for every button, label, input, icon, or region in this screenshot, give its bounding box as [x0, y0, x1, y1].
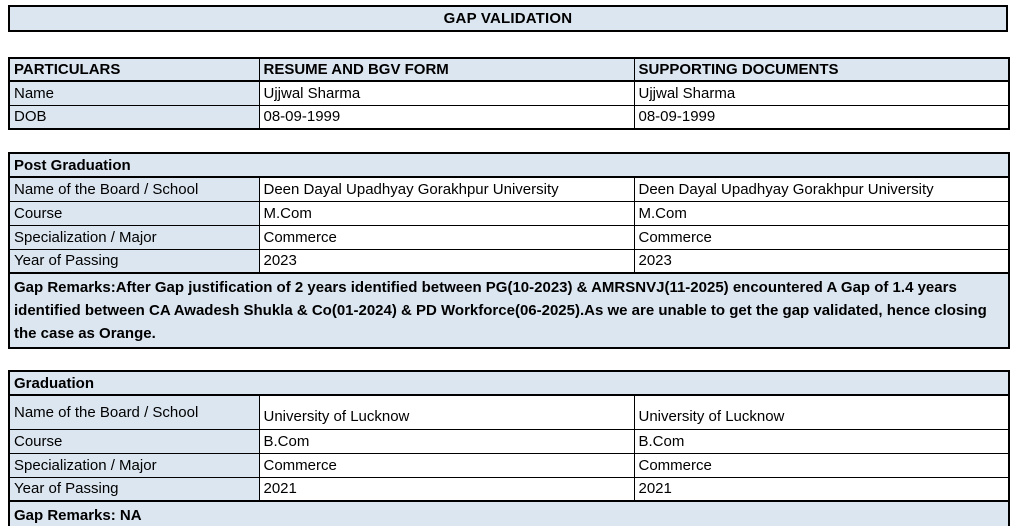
row-label: Name — [8, 80, 260, 106]
resume-value: University of Lucknow — [258, 394, 635, 430]
column-header-resume-bgv: RESUME AND BGV FORM — [258, 57, 635, 82]
table-row-year-of-passing: Year of Passing 2023 2023 — [8, 248, 1010, 274]
supporting-value: Deen Dayal Upadhyay Gorakhpur University — [633, 176, 1010, 202]
resume-value: 08-09-1999 — [258, 104, 635, 130]
table-row-specialization: Specialization / Major Commerce Commerce — [8, 452, 1010, 478]
supporting-value: B.Com — [633, 428, 1010, 454]
resume-value: 2021 — [258, 476, 635, 502]
gap-remarks-row: Gap Remarks:After Gap justification of 2… — [8, 272, 1010, 349]
row-label: Name of the Board / School — [8, 394, 260, 430]
supporting-value: Commerce — [633, 224, 1010, 250]
post-graduation-table: Post Graduation Name of the Board / Scho… — [8, 152, 1011, 349]
table-row-course: Course B.Com B.Com — [8, 428, 1010, 454]
row-label: Year of Passing — [8, 476, 260, 502]
resume-value: Commerce — [258, 224, 635, 250]
table-row-course: Course M.Com M.Com — [8, 200, 1010, 226]
row-label: Course — [8, 428, 260, 454]
section-title: Post Graduation — [8, 152, 1010, 178]
table-row-board-school: Name of the Board / School Deen Dayal Up… — [8, 176, 1010, 202]
gap-remarks-text: Gap Remarks: NA — [8, 500, 1010, 526]
page-title: GAP VALIDATION — [8, 5, 1008, 32]
resume-value: Ujjwal Sharma — [258, 80, 635, 106]
column-header-supporting-docs: SUPPORTING DOCUMENTS — [633, 57, 1010, 82]
supporting-value: M.Com — [633, 200, 1010, 226]
resume-value: 2023 — [258, 248, 635, 274]
resume-value: Deen Dayal Upadhyay Gorakhpur University — [258, 176, 635, 202]
resume-value: Commerce — [258, 452, 635, 478]
section-title: Graduation — [8, 370, 1010, 396]
supporting-value: 2021 — [633, 476, 1010, 502]
supporting-value: 2023 — [633, 248, 1010, 274]
gap-remarks-text: Gap Remarks:After Gap justification of 2… — [8, 272, 1010, 349]
table-row-dob: DOB 08-09-1999 08-09-1999 — [8, 104, 1010, 130]
row-label: Course — [8, 200, 260, 226]
table-row-board-school: Name of the Board / School University of… — [8, 394, 1010, 430]
gap-remarks-row: Gap Remarks: NA — [8, 500, 1010, 526]
table-row-name: Name Ujjwal Sharma Ujjwal Sharma — [8, 80, 1010, 106]
table-row-year-of-passing: Year of Passing 2021 2021 — [8, 476, 1010, 502]
column-header-particulars: PARTICULARS — [8, 57, 260, 82]
table-row-specialization: Specialization / Major Commerce Commerce — [8, 224, 1010, 250]
supporting-value: Commerce — [633, 452, 1010, 478]
supporting-value: 08-09-1999 — [633, 104, 1010, 130]
row-label: Specialization / Major — [8, 452, 260, 478]
row-label: DOB — [8, 104, 260, 130]
section-header-row: Graduation — [8, 370, 1010, 396]
personal-info-table: PARTICULARS RESUME AND BGV FORM SUPPORTI… — [8, 57, 1010, 130]
supporting-value: Ujjwal Sharma — [633, 80, 1010, 106]
table-header-row: PARTICULARS RESUME AND BGV FORM SUPPORTI… — [8, 57, 1010, 82]
supporting-value: University of Lucknow — [633, 394, 1010, 430]
row-label: Name of the Board / School — [8, 176, 260, 202]
section-header-row: Post Graduation — [8, 152, 1010, 178]
resume-value: B.Com — [258, 428, 635, 454]
graduation-table: Graduation Name of the Board / School Un… — [8, 370, 1011, 526]
resume-value: M.Com — [258, 200, 635, 226]
row-label: Year of Passing — [8, 248, 260, 274]
row-label: Specialization / Major — [8, 224, 260, 250]
